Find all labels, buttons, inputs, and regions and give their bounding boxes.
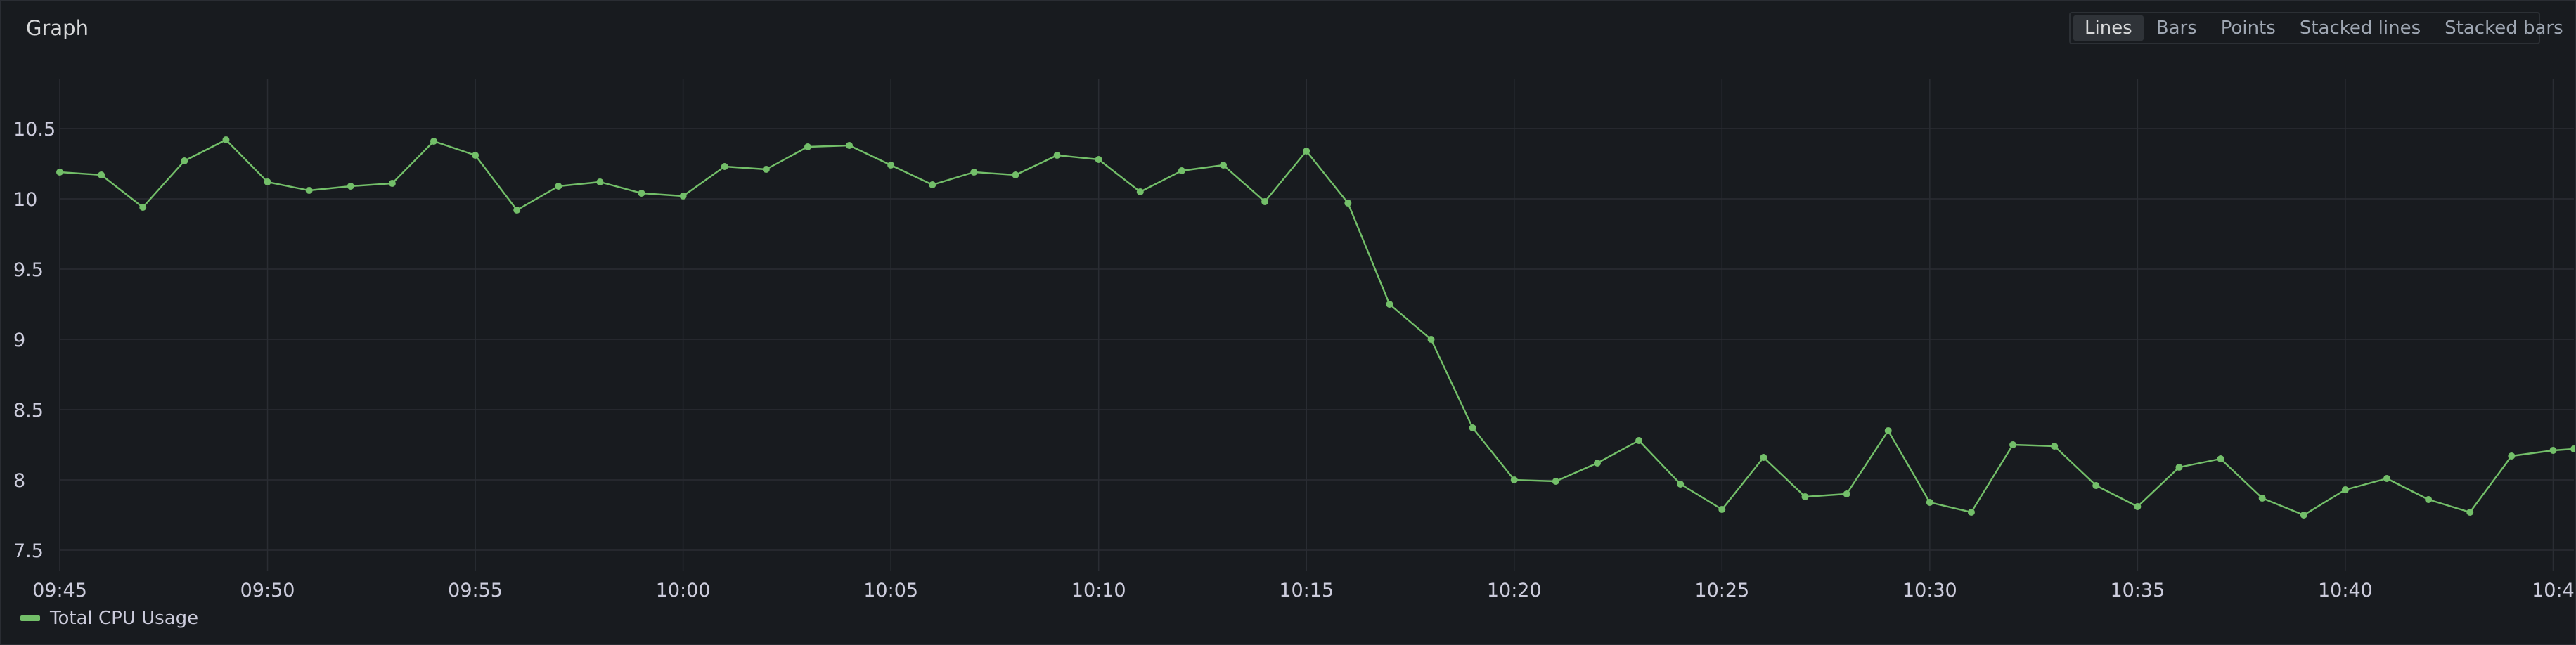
y-tick-label: 8 — [13, 470, 25, 492]
data-point[interactable] — [1303, 148, 1310, 155]
legend-item-total-cpu-usage[interactable]: Total CPU Usage — [20, 608, 198, 629]
data-point[interactable] — [2425, 496, 2432, 503]
data-point[interactable] — [970, 169, 977, 176]
data-point[interactable] — [2466, 509, 2473, 516]
data-point[interactable] — [929, 181, 936, 188]
y-axis-ticks: 10.5 10 9.5 9 8.5 8 7.5 — [13, 119, 56, 562]
data-point[interactable] — [555, 183, 562, 190]
data-point[interactable] — [2259, 495, 2266, 502]
data-point[interactable] — [1344, 200, 1351, 207]
x-tick-label: 10:40 — [2318, 580, 2373, 601]
data-point[interactable] — [264, 178, 271, 185]
x-tick-label: 10:15 — [1279, 580, 1334, 601]
x-tick-label: 10:30 — [1902, 580, 1957, 601]
x-tick-label: 09:55 — [448, 580, 503, 601]
data-point[interactable] — [721, 163, 728, 170]
data-point[interactable] — [1178, 167, 1185, 174]
y-tick-label: 9 — [13, 330, 25, 351]
x-tick-label: 10:20 — [1487, 580, 1542, 601]
data-point[interactable] — [389, 180, 396, 187]
data-point[interactable] — [1095, 156, 1102, 163]
legend-swatch — [20, 615, 40, 621]
data-point[interactable] — [2134, 503, 2141, 510]
y-tick-label: 9.5 — [13, 259, 44, 281]
data-point[interactable] — [1220, 162, 1227, 169]
data-point[interactable] — [56, 169, 63, 176]
data-point[interactable] — [1635, 437, 1642, 444]
data-point[interactable] — [2175, 464, 2182, 471]
x-tick-label: 10:25 — [1694, 580, 1749, 601]
data-point[interactable] — [804, 143, 811, 150]
data-point[interactable] — [306, 187, 313, 194]
data-point[interactable] — [1386, 301, 1393, 308]
y-tick-label: 8.5 — [13, 400, 44, 422]
data-point[interactable] — [222, 136, 229, 143]
legend-label: Total CPU Usage — [50, 608, 198, 629]
series-total-cpu-usage — [56, 136, 2575, 519]
data-point[interactable] — [2217, 455, 2224, 462]
x-tick-label: 10:05 — [863, 580, 918, 601]
data-point[interactable] — [1926, 499, 1933, 506]
y-tick-label: 10.5 — [13, 119, 56, 141]
x-tick-label: 10:35 — [2110, 580, 2165, 601]
y-tick-label: 10 — [13, 189, 37, 211]
data-point[interactable] — [2009, 441, 2016, 448]
data-point[interactable] — [2570, 445, 2575, 452]
data-point[interactable] — [1261, 198, 1268, 205]
data-point[interactable] — [1469, 424, 1476, 431]
data-point[interactable] — [1677, 481, 1684, 488]
x-tick-label: 10:00 — [656, 580, 711, 601]
data-point[interactable] — [1760, 454, 1767, 461]
data-point[interactable] — [472, 152, 479, 159]
data-point[interactable] — [2051, 443, 2058, 450]
data-point[interactable] — [139, 204, 146, 211]
data-point[interactable] — [596, 178, 603, 185]
data-point[interactable] — [1012, 171, 1019, 178]
data-point[interactable] — [430, 138, 437, 145]
data-point[interactable] — [846, 142, 853, 149]
data-point[interactable] — [1137, 188, 1144, 195]
data-point[interactable] — [347, 183, 354, 190]
data-point[interactable] — [638, 190, 645, 197]
x-tick-label: 10:4 — [2532, 580, 2575, 601]
series-line — [60, 140, 2574, 515]
data-point[interactable] — [887, 162, 894, 169]
data-point[interactable] — [2549, 447, 2556, 454]
grid-lines — [60, 79, 2574, 571]
data-point[interactable] — [1968, 509, 1975, 516]
data-point[interactable] — [1594, 460, 1601, 467]
data-point[interactable] — [2508, 452, 2515, 460]
x-tick-label: 09:50 — [240, 580, 295, 601]
y-tick-label: 7.5 — [13, 540, 44, 562]
data-point[interactable] — [1802, 493, 1809, 500]
x-tick-label: 10:10 — [1071, 580, 1126, 601]
data-point[interactable] — [513, 207, 520, 214]
data-point[interactable] — [1885, 427, 1892, 434]
data-point[interactable] — [1054, 152, 1061, 159]
data-point[interactable] — [1718, 506, 1725, 513]
data-point[interactable] — [1511, 476, 1518, 483]
data-point[interactable] — [2092, 482, 2099, 489]
data-point[interactable] — [181, 157, 188, 164]
data-point[interactable] — [1843, 490, 1850, 497]
x-axis-ticks: 09:45 09:50 09:55 10:00 10:05 10:10 10:15 10:20… — [32, 580, 2575, 601]
data-point[interactable] — [2300, 512, 2307, 519]
data-point[interactable] — [1552, 478, 1559, 485]
data-point[interactable] — [680, 193, 687, 200]
data-point[interactable] — [1428, 336, 1435, 343]
data-point[interactable] — [2383, 475, 2390, 482]
data-point[interactable] — [2342, 486, 2349, 493]
data-point[interactable] — [763, 166, 770, 173]
x-tick-label: 09:45 — [32, 580, 87, 601]
data-point[interactable] — [98, 171, 105, 178]
